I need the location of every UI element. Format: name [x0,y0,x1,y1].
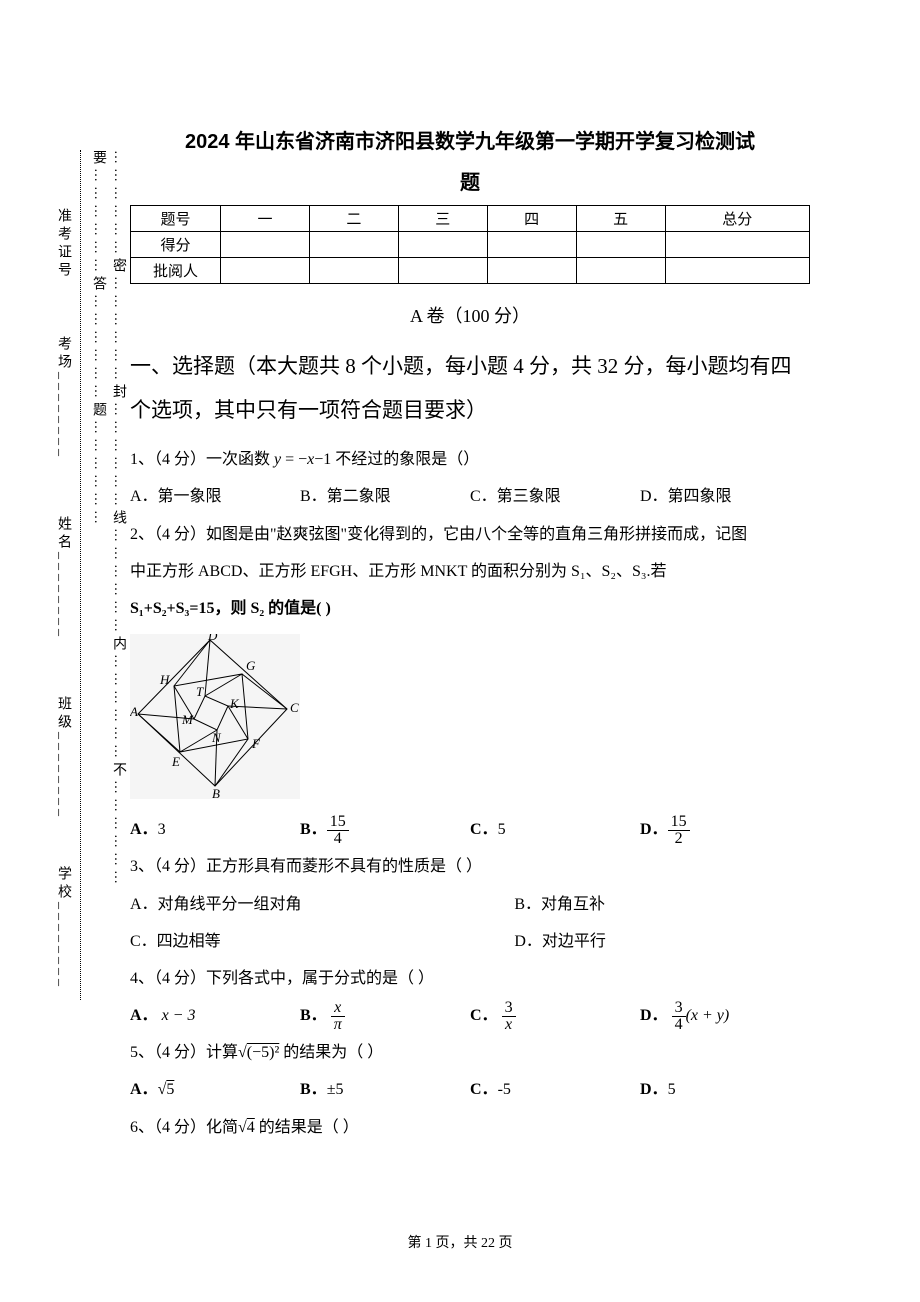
cell[interactable] [665,258,809,284]
q4-optA: A． x − 3 [130,998,300,1033]
table-row-score: 得分 [131,232,810,258]
cell[interactable] [487,258,576,284]
zhaoshuang-diagram: A B C D E F G H M N K T [130,634,300,799]
q2-optC: C．5 [470,812,640,847]
q4-options: A． x − 3 B． xπ C． 3x D． 34(x + y) [130,998,810,1033]
label-name: 姓名________ [53,516,73,640]
table-row-reviewer: 批阅人 [131,258,810,284]
svg-text:M: M [181,712,194,727]
cell: 题号 [131,206,221,232]
q3-optD: D．对边平行 [514,924,810,959]
q1-optA: A．第一象限 [130,479,300,514]
q3-text: 3、（4 分）正方形具有而菱形不具有的性质是（ ） [130,849,810,884]
label-id: 准考证号 [53,208,73,280]
cell[interactable] [576,258,665,284]
table-row-header: 题号 一 二 三 四 五 总分 [131,206,810,232]
q2-optD: D．152 [640,812,810,847]
q6-text: 6、（4 分）化简√4 的结果是（ ） [130,1110,810,1145]
q1-text: 1、（4 分）一次函数 y = −x−1 不经过的象限是（） [130,442,810,477]
paper-section: A 卷（100 分） [130,302,810,328]
cell[interactable] [576,232,665,258]
q4-text: 4、（4 分）下列各式中，属于分式的是（ ） [130,961,810,996]
cell: 批阅人 [131,258,221,284]
svg-text:E: E [171,754,180,769]
q1-optD: D．第四象限 [640,479,810,514]
seal-line-text: ………………密………………封………………线………………内………………不……………… [88,150,128,1000]
cell[interactable] [221,232,310,258]
dotted-line [80,150,81,1000]
q2-figure: A B C D E F G H M N K T [130,634,810,804]
cell: 五 [576,206,665,232]
svg-text:T: T [196,684,204,699]
cell[interactable] [309,232,398,258]
q3-opts-row2: C．四边相等 D．对边平行 [130,924,810,959]
cell: 一 [221,206,310,232]
cell[interactable] [665,232,809,258]
q3-optC: C．四边相等 [130,924,514,959]
q2-text2: 中正方形 ABCD、正方形 EFGH、正方形 MNKT 的面积分别为 S₁、S₂… [130,554,810,589]
svg-text:B: B [212,786,220,799]
q1-optC: C．第三象限 [470,479,640,514]
q2-text3: S₁+S₂+S₃=15，则 S₂ 的值是( ) [130,591,810,626]
q4-optB: B． xπ [300,998,470,1033]
label-class: 班级________ [53,696,73,820]
q3-opts-row1: A．对角线平分一组对角 B．对角互补 [130,887,810,922]
exam-title: 2024 年山东省济南市济阳县数学九年级第一学期开学复习检测试 [130,125,810,154]
cell: 四 [487,206,576,232]
q1-options: A．第一象限 B．第二象限 C．第三象限 D．第四象限 [130,479,810,514]
q1-optB: B．第二象限 [300,479,470,514]
svg-text:D: D [207,634,218,643]
label-room: 考场________ [53,336,73,460]
cell[interactable] [398,232,487,258]
q2-text1: 2、（4 分）如图是由"赵爽弦图"变化得到的，它由八个全等的直角三角形拼接而成，… [130,517,810,552]
page-footer: 第 1 页，共 22 页 [0,1232,920,1252]
svg-text:C: C [290,700,299,715]
q2-optA: A．3 [130,812,300,847]
q5-text: 5、（4 分）计算√(−5)² 的结果为（ ） [130,1035,810,1070]
cell: 得分 [131,232,221,258]
cell: 二 [309,206,398,232]
cell[interactable] [221,258,310,284]
q5-options: A．√5 B．±5 C．-5 D．5 [130,1072,810,1107]
svg-text:H: H [159,672,170,687]
exam-title-cont: 题 [130,166,810,195]
cell[interactable] [487,232,576,258]
q2-optB: B．154 [300,812,470,847]
svg-text:A: A [130,704,138,719]
svg-text:N: N [211,730,222,745]
main-content: 2024 年山东省济南市济阳县数学九年级第一学期开学复习检测试 题 题号 一 二… [130,125,810,1147]
q3-optA: A．对角线平分一组对角 [130,887,514,922]
svg-text:K: K [229,696,240,711]
cell[interactable] [398,258,487,284]
cell: 总分 [665,206,809,232]
q5-optB: B．±5 [300,1072,470,1107]
svg-text:G: G [246,658,256,673]
section1-title: 一、选择题（本大题共 8 个小题，每小题 4 分，共 32 分，每小题均有四个选… [130,344,810,432]
q3-optB: B．对角互补 [514,887,810,922]
q2-options: A．3 B．154 C．5 D．152 [130,812,810,847]
svg-text:F: F [251,736,261,751]
q4-optD: D． 34(x + y) [640,998,810,1033]
q5-optC: C．-5 [470,1072,640,1107]
q5-optA: A．√5 [130,1072,300,1107]
score-table: 题号 一 二 三 四 五 总分 得分 批阅人 [130,205,810,284]
q4-optC: C． 3x [470,998,640,1033]
exam-sidebar: ………………密………………封………………线………………内………………不……………… [35,150,105,1000]
label-school: 学校________ [53,866,73,990]
q5-optD: D．5 [640,1072,810,1107]
cell: 三 [398,206,487,232]
cell[interactable] [309,258,398,284]
